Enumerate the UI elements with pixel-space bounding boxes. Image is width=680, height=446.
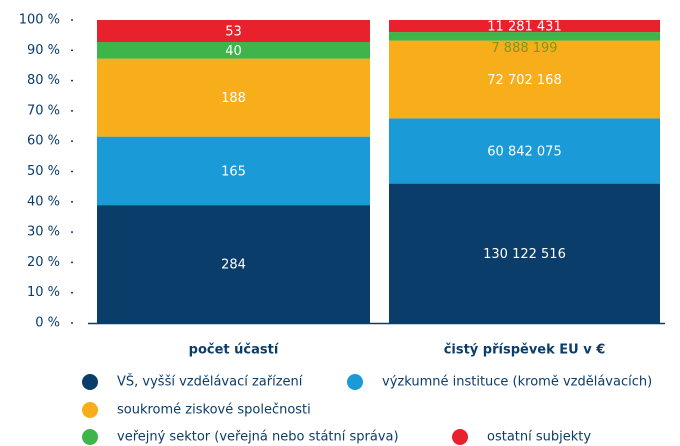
bar-segment [97,20,370,42]
y-tick-label: 40 % [27,194,60,209]
legend-swatch [82,402,98,418]
bar-segment [97,41,370,59]
x-tick-label: čistý příspěvek EU v € [444,343,606,358]
y-tick-label: 80 % [27,73,60,88]
y-tick-label: 20 % [27,255,60,270]
bar-segment [97,205,370,323]
y-tick-label: 10 % [27,285,60,300]
value-label: 53 [225,24,242,39]
bar-segment [389,32,660,41]
value-label: 11 281 431 [487,20,561,35]
legend-label: VŠ, vyšší vzdělávací zařízení [117,374,303,390]
legend-swatch [82,429,98,445]
y-tick-label: 90 % [27,43,60,58]
legend-swatch [452,429,468,445]
x-tick-label: počet účastí [189,343,280,358]
legend-label: ostatní subjekty [487,430,591,445]
bar-segment [97,136,370,206]
legend-swatch [347,374,363,390]
value-label: 60 842 075 [487,145,561,160]
legend-label: výzkumné instituce (kromě vzdělávacích) [382,375,652,390]
bar-segment [389,40,660,119]
y-tick-label: 30 % [27,225,60,240]
value-label: 188 [221,91,246,106]
bar-segment [97,58,370,137]
legend-label: soukromé ziskové společnosti [117,403,311,418]
legend-swatch [82,374,98,390]
y-tick-label: 60 % [27,134,60,149]
value-label: 165 [221,164,246,179]
value-label: 72 702 168 [487,73,561,88]
value-label: 40 [225,44,242,59]
bar-segment [389,20,660,33]
y-tick-label: 50 % [27,164,60,179]
value-label: 7 888 199 [491,41,557,56]
y-tick-label: 70 % [27,103,60,118]
bar-segment [389,118,660,184]
value-label: 130 122 516 [483,247,566,262]
legend-label: veřejný sektor (veřejná nebo státní sprá… [117,430,399,445]
value-label: 284 [221,258,246,273]
y-tick-label: 0 % [35,316,60,331]
bar-segment [389,183,660,323]
y-tick-label: 100 % [19,13,60,28]
